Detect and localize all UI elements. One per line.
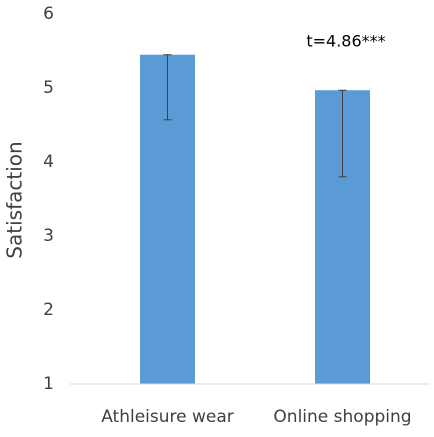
y-tick-label: 6 bbox=[43, 4, 54, 24]
annotation: t=4.86*** bbox=[306, 32, 385, 51]
error-bar bbox=[338, 89, 347, 178]
y-tick-label: 3 bbox=[43, 226, 54, 246]
error-bar bbox=[163, 54, 172, 121]
y-tick-label: 1 bbox=[43, 374, 54, 394]
y-tick-label: 5 bbox=[43, 78, 54, 98]
y-axis-label: Satisfaction bbox=[3, 141, 27, 258]
y-tick-label: 4 bbox=[43, 152, 54, 172]
x-tick-label: Athleisure wear bbox=[101, 407, 234, 427]
y-tick-label: 2 bbox=[43, 300, 54, 320]
x-tick-label: Online shopping bbox=[273, 407, 411, 427]
